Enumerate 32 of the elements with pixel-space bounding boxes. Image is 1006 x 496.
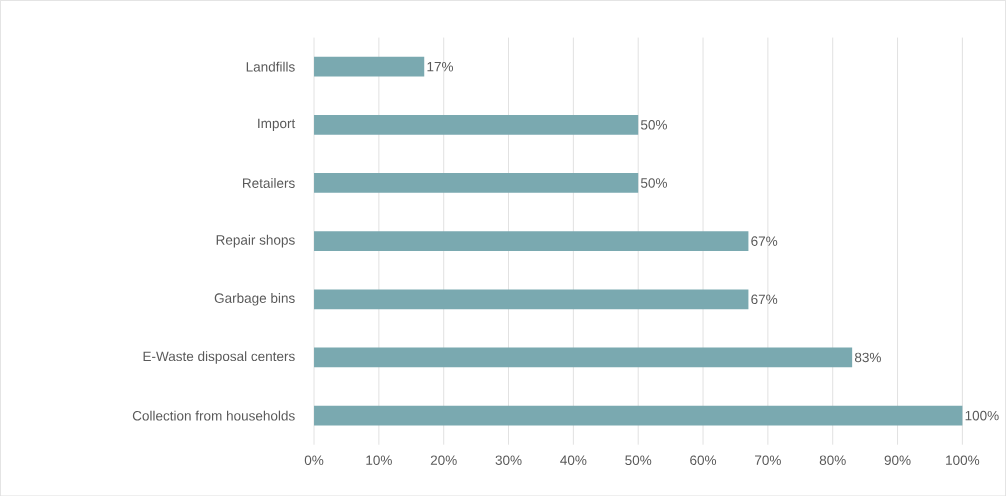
data-label: 67% [751, 236, 778, 246]
y-tick-label: E-Waste disposal centers [143, 350, 295, 364]
x-tick-label: 90% [884, 455, 911, 465]
x-tick-label: 100% [946, 455, 980, 465]
bar [314, 289, 749, 310]
data-label: 50% [640, 119, 667, 130]
x-tick-label: 10% [366, 455, 392, 465]
x-tick-label: 30% [495, 455, 522, 465]
y-tick-label: Garbage bins [214, 292, 295, 306]
x-tick-label: 80% [819, 455, 846, 465]
y-tick-label: Repair shops [216, 234, 295, 248]
bar [314, 114, 639, 135]
bar [314, 347, 853, 368]
x-tick-label: 70% [755, 455, 781, 465]
y-tick-label: Import [258, 118, 296, 131]
y-tick-label: Landfills [246, 61, 295, 72]
bar [314, 405, 963, 426]
x-tick-label: 20% [430, 455, 457, 465]
x-tick-label: 40% [560, 455, 587, 465]
data-label: 67% [751, 294, 778, 304]
y-tick-label: Retailers [243, 177, 295, 188]
data-label: 50% [640, 178, 667, 188]
y-tick-label: Collection from households [132, 410, 295, 421]
bar [314, 56, 425, 77]
data-label: 100% [965, 410, 999, 421]
x-tick-label: 50% [625, 455, 652, 465]
data-label: 83% [854, 352, 881, 363]
bar [314, 231, 749, 251]
bar [314, 172, 639, 193]
data-label: 17% [427, 61, 454, 72]
x-tick-label: 0% [304, 455, 324, 465]
x-tick-label: 60% [690, 455, 717, 465]
